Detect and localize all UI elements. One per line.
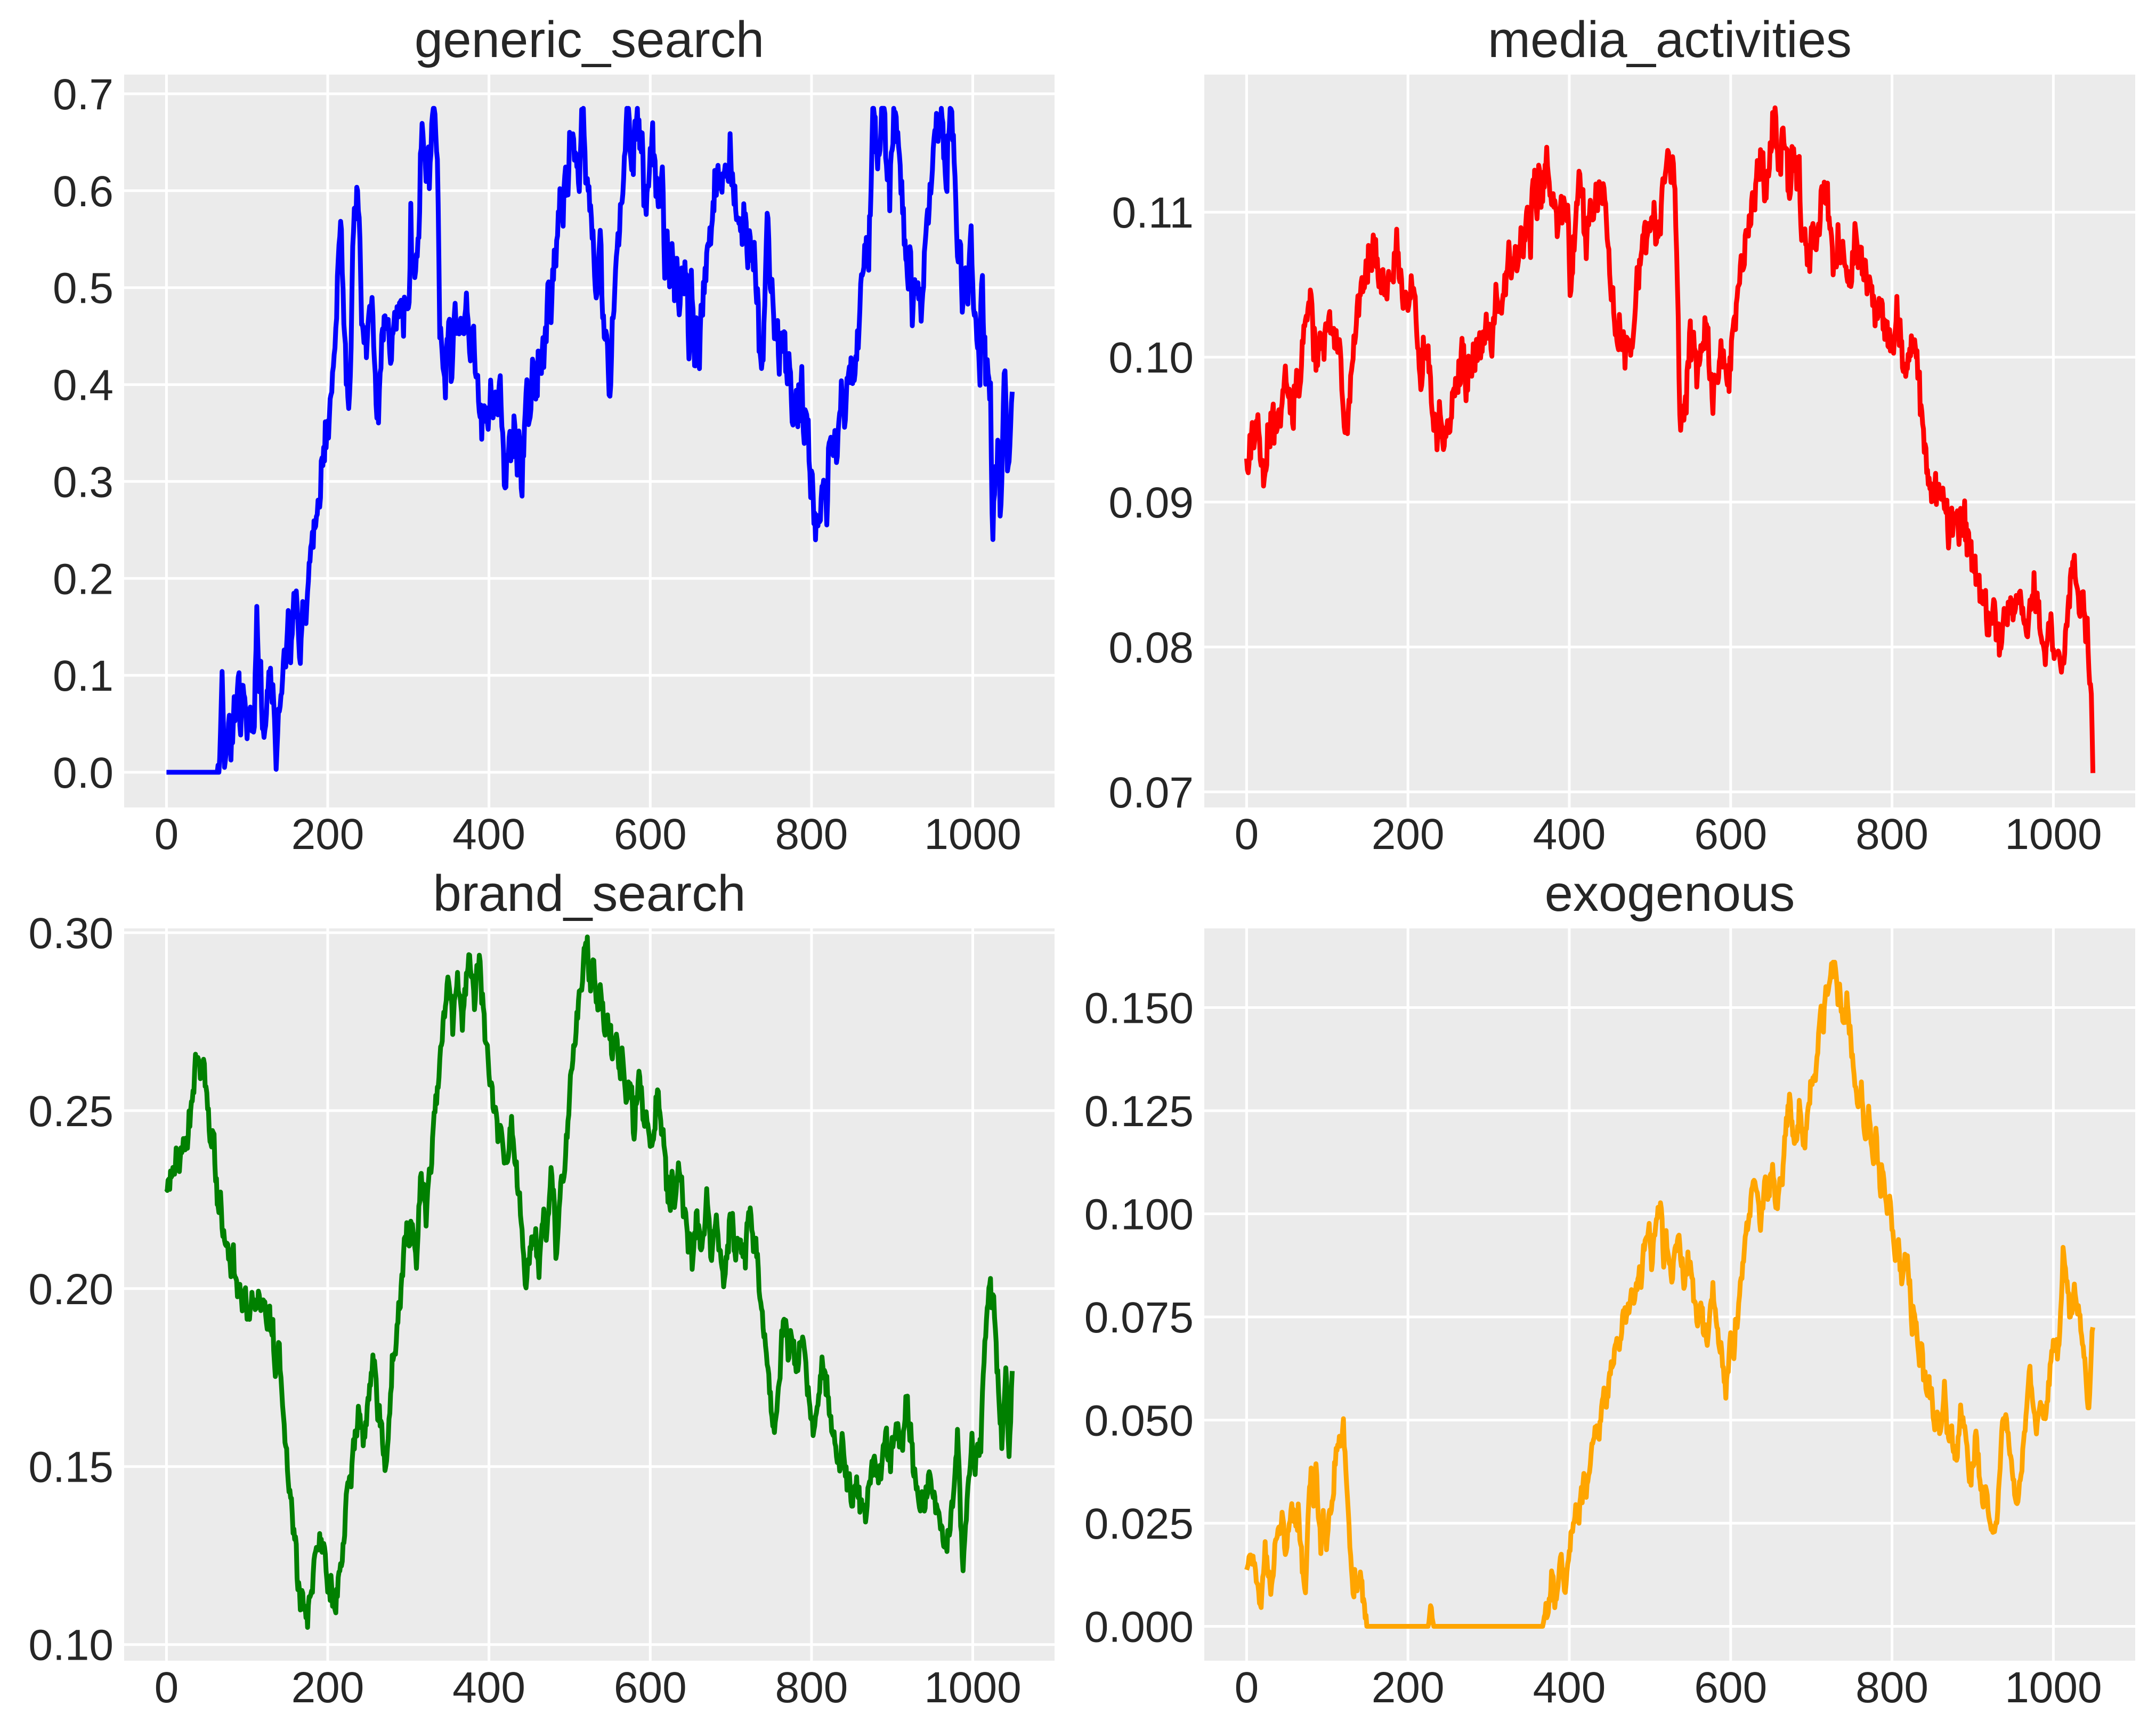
svg-text:0.100: 0.100	[1084, 1191, 1194, 1239]
svg-text:0.7: 0.7	[53, 70, 114, 119]
svg-text:0.3: 0.3	[53, 458, 114, 506]
svg-text:media_activities: media_activities	[1488, 11, 1852, 68]
svg-text:0.25: 0.25	[28, 1087, 114, 1136]
svg-text:0: 0	[155, 810, 179, 859]
svg-text:800: 800	[775, 1663, 848, 1712]
svg-text:1000: 1000	[2005, 1663, 2102, 1712]
svg-text:0.07: 0.07	[1108, 769, 1194, 817]
svg-text:0.1: 0.1	[53, 652, 114, 700]
svg-text:0.2: 0.2	[53, 555, 114, 603]
svg-text:exogenous: exogenous	[1545, 865, 1795, 922]
svg-text:0.20: 0.20	[28, 1265, 114, 1314]
svg-text:400: 400	[452, 1663, 525, 1712]
svg-text:0.15: 0.15	[28, 1443, 114, 1492]
svg-text:0.5: 0.5	[53, 264, 114, 313]
svg-text:0.0: 0.0	[53, 749, 114, 797]
svg-text:0.08: 0.08	[1108, 624, 1194, 672]
svg-text:0.075: 0.075	[1084, 1294, 1194, 1342]
svg-text:600: 600	[1694, 810, 1767, 859]
svg-text:400: 400	[1533, 810, 1606, 859]
svg-text:200: 200	[1372, 1663, 1445, 1712]
svg-text:800: 800	[1855, 810, 1928, 859]
svg-text:0: 0	[1235, 810, 1259, 859]
svg-text:800: 800	[775, 810, 848, 859]
svg-text:brand_search: brand_search	[433, 865, 745, 922]
svg-text:0.30: 0.30	[28, 909, 114, 958]
svg-text:600: 600	[614, 1663, 687, 1712]
svg-text:0.6: 0.6	[53, 167, 114, 216]
svg-text:0.125: 0.125	[1084, 1087, 1194, 1136]
svg-text:200: 200	[291, 1663, 364, 1712]
svg-text:0.025: 0.025	[1084, 1500, 1194, 1548]
svg-text:0.10: 0.10	[1108, 334, 1194, 382]
svg-text:0.11: 0.11	[1112, 189, 1194, 237]
svg-text:1000: 1000	[924, 810, 1021, 859]
svg-text:0: 0	[155, 1663, 179, 1712]
svg-text:0: 0	[1235, 1663, 1259, 1712]
svg-text:200: 200	[1372, 810, 1445, 859]
svg-text:400: 400	[452, 810, 525, 859]
svg-text:600: 600	[1694, 1663, 1767, 1712]
svg-text:200: 200	[291, 810, 364, 859]
svg-text:0.09: 0.09	[1108, 479, 1194, 527]
svg-text:800: 800	[1855, 1663, 1928, 1712]
svg-text:0.000: 0.000	[1084, 1603, 1194, 1652]
svg-text:0.10: 0.10	[28, 1621, 114, 1670]
svg-text:0.050: 0.050	[1084, 1397, 1194, 1445]
svg-text:400: 400	[1533, 1663, 1606, 1712]
svg-text:generic_search: generic_search	[415, 11, 764, 68]
svg-text:0.4: 0.4	[53, 361, 114, 410]
svg-text:600: 600	[614, 810, 687, 859]
svg-text:1000: 1000	[2005, 810, 2102, 859]
svg-text:1000: 1000	[924, 1663, 1021, 1712]
svg-text:0.150: 0.150	[1084, 984, 1194, 1033]
